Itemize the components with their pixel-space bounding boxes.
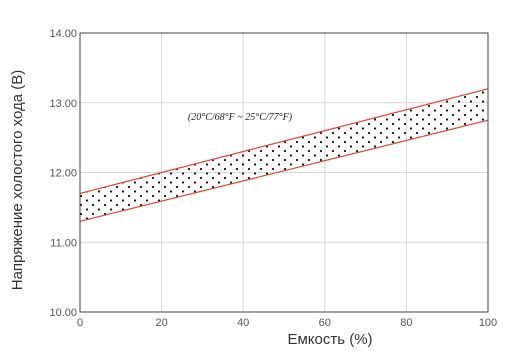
plot-frame [79, 32, 489, 313]
x-tick-label: 80 [400, 317, 412, 329]
y-tick-label: 12.00 [49, 168, 77, 180]
y-axis-title: Напряжение холостого хода (В) [9, 70, 26, 291]
series-line-1 [79, 119, 489, 222]
annotation: (20°C/68°F ~ 25°C/77°F) [188, 112, 293, 123]
series-line-0 [79, 88, 489, 195]
x-tick-label: 20 [155, 317, 167, 329]
x-tick-labels: 0 20 40 60 80 100 [77, 317, 497, 329]
x-tick-label: 100 [479, 317, 497, 329]
band-fill [80, 88, 488, 222]
y-tick-label: 11.00 [50, 237, 77, 249]
x-tick-label: 40 [237, 317, 249, 329]
grid-lines [79, 32, 489, 313]
y-tick-label: 10.00 [49, 307, 77, 319]
y-tick-label: 14.00 [49, 28, 77, 40]
band-lines [79, 88, 489, 222]
x-axis-title: Емкость (%) [287, 331, 372, 348]
y-tick-labels: 10.00 11.00 12.00 13.00 14.00 [49, 28, 77, 319]
x-tick-label: 0 [77, 317, 83, 329]
x-tick-label: 60 [319, 317, 331, 329]
y-tick-label: 13.00 [49, 98, 77, 110]
